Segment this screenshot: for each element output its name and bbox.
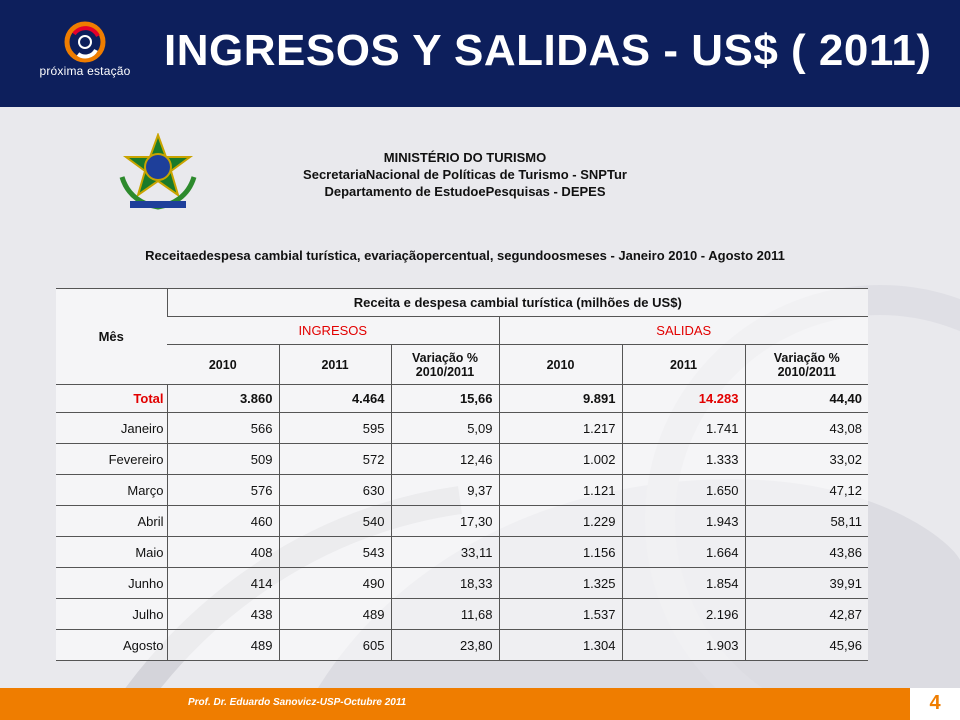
table-row: Maio 408 543 33,11 1.156 1.664 43,86 [56, 536, 869, 568]
total-cell: 9.891 [498, 384, 622, 413]
table-cell: 408 [166, 536, 279, 568]
total-cell: 4.464 [278, 384, 391, 413]
table-cell: 12,46 [390, 443, 499, 475]
month-label: Maio [56, 536, 167, 568]
table-cell: 1.121 [498, 474, 622, 506]
month-label: Agosto [56, 629, 167, 661]
month-label: Fevereiro [56, 443, 167, 475]
table-cell: 630 [278, 474, 391, 506]
month-label: Janeiro [56, 412, 167, 444]
table-cell: 23,80 [390, 629, 499, 661]
month-label: Julho [56, 598, 167, 630]
table-cell: 18,33 [390, 567, 499, 599]
month-label: Abril [56, 505, 167, 537]
table-cell: 43,08 [744, 412, 869, 444]
table-cell: 1.741 [621, 412, 745, 444]
subheader-cell: 2011 [278, 344, 391, 385]
month-rows: Janeiro 566 595 5,09 1.217 1.741 43,08 Fevereir… [56, 412, 869, 661]
ministry-line2: SecretariaNacional de Políticas de Turis… [303, 167, 627, 182]
page-title: INGRESOS Y SALIDAS - US$ ( 2011) [164, 26, 932, 75]
table-cell: 489 [278, 598, 391, 630]
table-row: Janeiro 566 595 5,09 1.217 1.741 43,08 [56, 412, 869, 444]
footer-bar: Prof. Dr. Eduardo Sanovicz-USP-Octubre 2… [0, 688, 910, 720]
table-cell: 1.903 [621, 629, 745, 661]
table-cell: 1.537 [498, 598, 622, 630]
subheader-cell: 2010 [167, 344, 279, 385]
brazil-coat-of-arms-icon [119, 133, 197, 210]
table-cell: 1.156 [498, 536, 622, 568]
table-row: Agosto 489 605 23,80 1.304 1.903 45,96 [56, 629, 869, 661]
table-cell: 2.196 [621, 598, 745, 630]
table-cell: 438 [166, 598, 279, 630]
month-label: Junho [56, 567, 167, 599]
table-cell: 5,09 [390, 412, 499, 444]
header-group: Receita e despesa cambial turística (mil… [166, 288, 869, 317]
table-caption: Receitaedespesa cambial turística, evari… [145, 248, 785, 263]
table-cell: 414 [166, 567, 279, 599]
table-cell: 11,68 [390, 598, 499, 630]
footer-credit: Prof. Dr. Eduardo Sanovicz-USP-Octubre 2… [188, 697, 407, 708]
table-cell: 1.943 [621, 505, 745, 537]
table-cell: 47,12 [744, 474, 869, 506]
table-row: Março 576 630 9,37 1.121 1.650 47,12 [56, 474, 869, 506]
table-cell: 9,37 [390, 474, 499, 506]
total-label: Total [56, 384, 167, 413]
table-cell: 1.650 [621, 474, 745, 506]
proxima-estacao-logo [64, 21, 106, 63]
month-label: Março [56, 474, 167, 506]
table-cell: 489 [166, 629, 279, 661]
header-salidas: SALIDAS [498, 316, 869, 345]
table-cell: 43,86 [744, 536, 869, 568]
table-cell: 58,11 [744, 505, 869, 537]
table-row: Julho 438 489 11,68 1.537 2.196 42,87 [56, 598, 869, 630]
total-cell: 3.860 [166, 384, 279, 413]
header-mes: Mês [56, 288, 167, 385]
table-cell: 39,91 [744, 567, 869, 599]
table-cell: 566 [166, 412, 279, 444]
subheader-cell: 2010 [498, 344, 622, 385]
table-cell: 33,11 [390, 536, 499, 568]
ministry-header: MINISTÉRIO DO TURISMO SecretariaNacional… [250, 149, 680, 200]
ministry-line3: Departamento de EstudoePesquisas - DEPES [324, 184, 606, 199]
total-cell: 15,66 [390, 384, 499, 413]
table-cell: 17,30 [390, 505, 499, 537]
table-cell: 605 [278, 629, 391, 661]
table-cell: 1.217 [498, 412, 622, 444]
subheader-cell: Variação % 2010/2011 [390, 344, 499, 385]
table-cell: 1.854 [621, 567, 745, 599]
table-row: Junho 414 490 18,33 1.325 1.854 39,91 [56, 567, 869, 599]
table-cell: 576 [166, 474, 279, 506]
table-cell: 543 [278, 536, 391, 568]
table-cell: 1.325 [498, 567, 622, 599]
table-cell: 1.304 [498, 629, 622, 661]
page-number: 4 [910, 688, 960, 720]
table-cell: 572 [278, 443, 391, 475]
table-cell: 490 [278, 567, 391, 599]
table-cell: 540 [278, 505, 391, 537]
total-row: Total 3.860 4.464 15,66 9.891 14.283 44,… [56, 384, 869, 413]
ministry-line1: MINISTÉRIO DO TURISMO [383, 150, 547, 165]
subheader-cell: 2011 [621, 344, 745, 385]
header-bar: próxima estação INGRESOS Y SALIDAS - US$… [0, 0, 960, 107]
table-cell: 1.664 [621, 536, 745, 568]
table-row: Abril 460 540 17,30 1.229 1.943 58,11 [56, 505, 869, 537]
table-cell: 509 [166, 443, 279, 475]
table-cell: 33,02 [744, 443, 869, 475]
subheader-cell: Variação % 2010/2011 [744, 344, 869, 385]
table-cell: 1.229 [498, 505, 622, 537]
table-cell: 1.002 [498, 443, 622, 475]
table-cell: 460 [166, 505, 279, 537]
table-cell: 595 [278, 412, 391, 444]
table-cell: 42,87 [744, 598, 869, 630]
table-row: Fevereiro 509 572 12,46 1.002 1.333 33,02 [56, 443, 869, 475]
exchange-table: Mês Receita e despesa cambial turística … [56, 288, 869, 661]
header-ingresos: INGRESOS [167, 316, 499, 345]
table-cell: 1.333 [621, 443, 745, 475]
total-cell: 44,40 [744, 384, 869, 413]
table-cell: 45,96 [744, 629, 869, 661]
total-cell: 14.283 [621, 384, 745, 413]
logo-text: próxima estação [39, 64, 131, 78]
